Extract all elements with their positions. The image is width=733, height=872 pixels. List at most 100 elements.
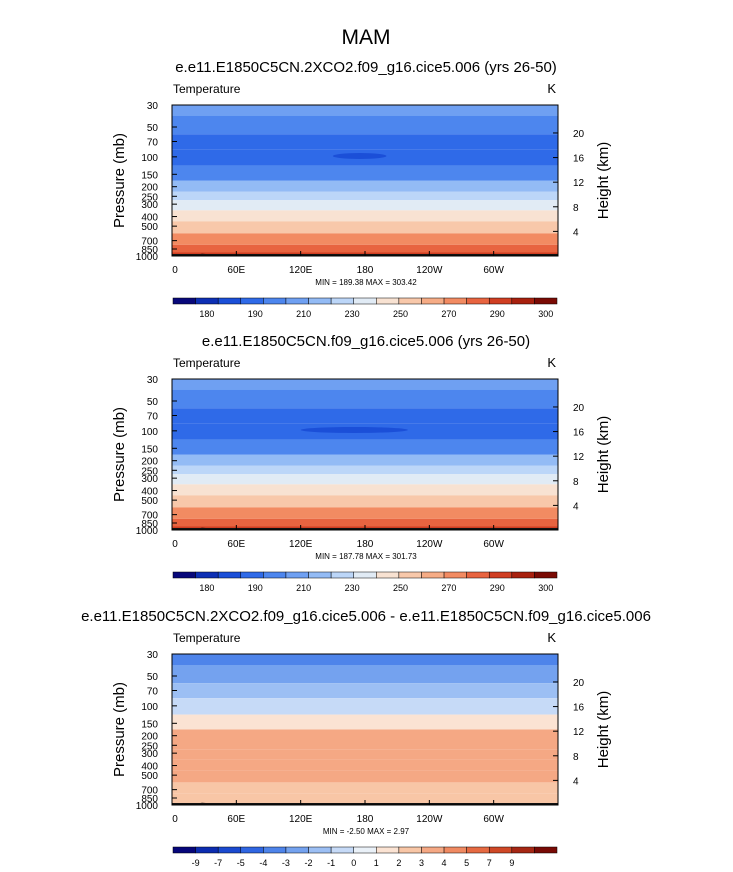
height-tick-label: 20: [573, 678, 585, 689]
x-tick-label: 180: [357, 814, 374, 825]
y-tick-label: 850: [141, 794, 158, 805]
contour-band: [172, 221, 558, 234]
panel-left-label: Temperature: [173, 82, 241, 96]
y-tick-label: 850: [141, 519, 158, 530]
x-tick-label: 120W: [416, 265, 443, 276]
y-tick-label: 300: [141, 200, 158, 211]
x-tick-label: 0: [172, 814, 178, 825]
y-tick-label: 150: [141, 170, 158, 181]
y-tick-label: 50: [147, 123, 159, 134]
y-tick-label: 30: [147, 101, 159, 112]
panel-title: e.e11.E1850C5CN.f09_g16.cice5.006 (yrs 2…: [202, 333, 530, 350]
colorbar-box: [263, 846, 287, 854]
colorbar-box: [172, 846, 196, 854]
colorbar-label: 210: [296, 583, 311, 593]
y-tick-label: 400: [141, 487, 158, 498]
colorbar-box: [172, 571, 196, 579]
colorbar-label: 3: [419, 858, 424, 868]
x-tick-label: 180: [357, 539, 374, 550]
colorbar-label: 230: [345, 309, 360, 319]
colorbar-box: [353, 297, 377, 305]
height-tick-label: 16: [573, 428, 585, 439]
x-tick-label: 60E: [227, 539, 245, 550]
y-tick-label: 200: [141, 457, 158, 468]
y-tick-label: 100: [141, 153, 158, 164]
colorbar-label: 300: [538, 583, 553, 593]
colorbar-box: [511, 297, 535, 305]
panel-left-label: Temperature: [173, 356, 241, 370]
colorbar-box: [217, 571, 242, 579]
contour-band: [172, 683, 558, 699]
contour-band: [172, 518, 558, 527]
colorbar-box: [217, 297, 242, 305]
contour-band: [172, 233, 558, 245]
chart-panel-3: e.e11.E1850C5CN.2XCO2.f09_g16.cice5.006 …: [81, 608, 651, 868]
colorbar-box: [195, 297, 219, 305]
colorbar-box: [398, 846, 422, 854]
colorbar-box: [398, 571, 422, 579]
colorbar-box: [308, 846, 332, 854]
y-tick-label: 1000: [136, 252, 159, 263]
colorbar-label: -5: [237, 858, 245, 868]
contour-band: [172, 793, 558, 802]
height-tick-label: 12: [573, 452, 585, 463]
y-tick-label: 700: [141, 786, 158, 797]
colorbar-label: 290: [490, 309, 505, 319]
colorbar-box: [466, 297, 490, 305]
colorbar-box: [534, 297, 558, 305]
colorbar-box: [172, 297, 196, 305]
x-tick-label: 120E: [289, 265, 313, 276]
x-tick-label: 120E: [289, 539, 313, 550]
y-tick-label: 150: [141, 719, 158, 730]
colorbar-box: [534, 571, 558, 579]
panel-right-label: K: [547, 355, 556, 370]
panel-title: e.e11.E1850C5CN.2XCO2.f09_g16.cice5.006 …: [81, 608, 651, 625]
colorbar-box: [511, 571, 535, 579]
colorbar-box: [330, 571, 354, 579]
contour-band: [172, 770, 558, 783]
colorbar-label: 9: [509, 858, 514, 868]
contour-band: [172, 408, 558, 424]
colorbar-label: 2: [396, 858, 401, 868]
contour-band: [172, 389, 558, 409]
y-tick-label: 70: [147, 686, 159, 697]
x-tick-label: 60W: [483, 539, 504, 550]
colorbar-label: -2: [305, 858, 313, 868]
colorbar-box: [376, 297, 400, 305]
colorbar-box: [466, 846, 490, 854]
panel-right-label: K: [547, 630, 556, 645]
contour-band: [172, 134, 558, 150]
contour-band: [172, 507, 558, 519]
height-tick-label: 8: [573, 477, 579, 488]
colorbar-box: [240, 571, 264, 579]
colorbar-box: [443, 846, 467, 854]
colorbar-box: [285, 846, 309, 854]
contour-band: [172, 439, 558, 455]
colorbar-label: -1: [327, 858, 335, 868]
contour-band: [172, 454, 558, 466]
y-axis-title: Pressure (mb): [111, 133, 128, 228]
colorbar-box: [353, 571, 377, 579]
contour-band: [172, 200, 558, 211]
contour-band: [172, 729, 558, 741]
colorbar-box: [488, 571, 513, 579]
y-tick-label: 30: [147, 650, 159, 661]
y-tick-label: 200: [141, 183, 158, 194]
contour-band: [172, 759, 558, 771]
colorbar-box: [376, 571, 400, 579]
chart-panel-2: e.e11.E1850C5CN.f09_g16.cice5.006 (yrs 2…: [111, 333, 612, 593]
x-tick-label: 120W: [416, 539, 443, 550]
colorbar-label: -7: [214, 858, 222, 868]
contour-band: [172, 379, 558, 390]
colorbar-box: [353, 846, 377, 854]
colorbar-label: 250: [393, 583, 408, 593]
colorbar-label: 190: [248, 583, 263, 593]
min-max-stats: MIN = 189.38 MAX = 303.42: [315, 278, 417, 287]
x-tick-label: 0: [172, 265, 178, 276]
y-tick-label: 1000: [136, 801, 159, 812]
colorbar-label: -4: [259, 858, 267, 868]
colorbar-box: [488, 846, 513, 854]
x-tick-label: 0: [172, 539, 178, 550]
height-tick-label: 12: [573, 178, 585, 189]
